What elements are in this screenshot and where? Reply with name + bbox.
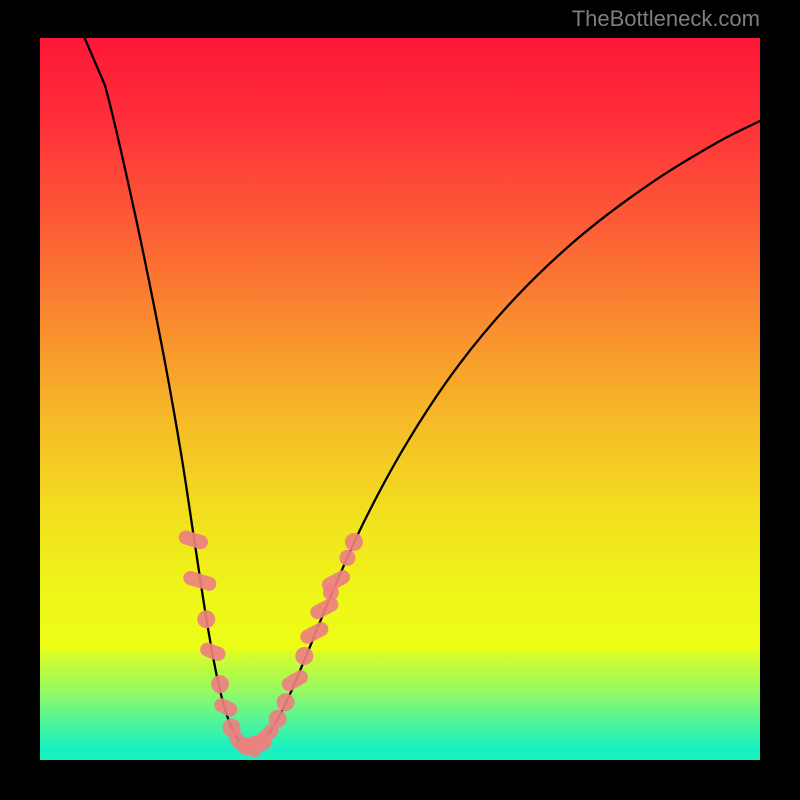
marker-dot [269, 710, 287, 728]
marker-dot [197, 610, 215, 628]
marker-pill [298, 620, 331, 646]
marker-dot [345, 533, 363, 551]
marker-pill [308, 595, 341, 621]
marker-dot [339, 550, 355, 566]
curve-path [85, 38, 760, 747]
marker-group [177, 529, 363, 758]
marker-dot [323, 585, 339, 601]
marker-dot [211, 675, 229, 693]
marker-pill [279, 668, 310, 694]
watermark-text: TheBottleneck.com [572, 6, 760, 32]
marker-dot [295, 647, 313, 665]
marker-dot [277, 693, 295, 711]
bottleneck-curve [0, 0, 800, 800]
chart-stage: TheBottleneck.com [0, 0, 800, 800]
